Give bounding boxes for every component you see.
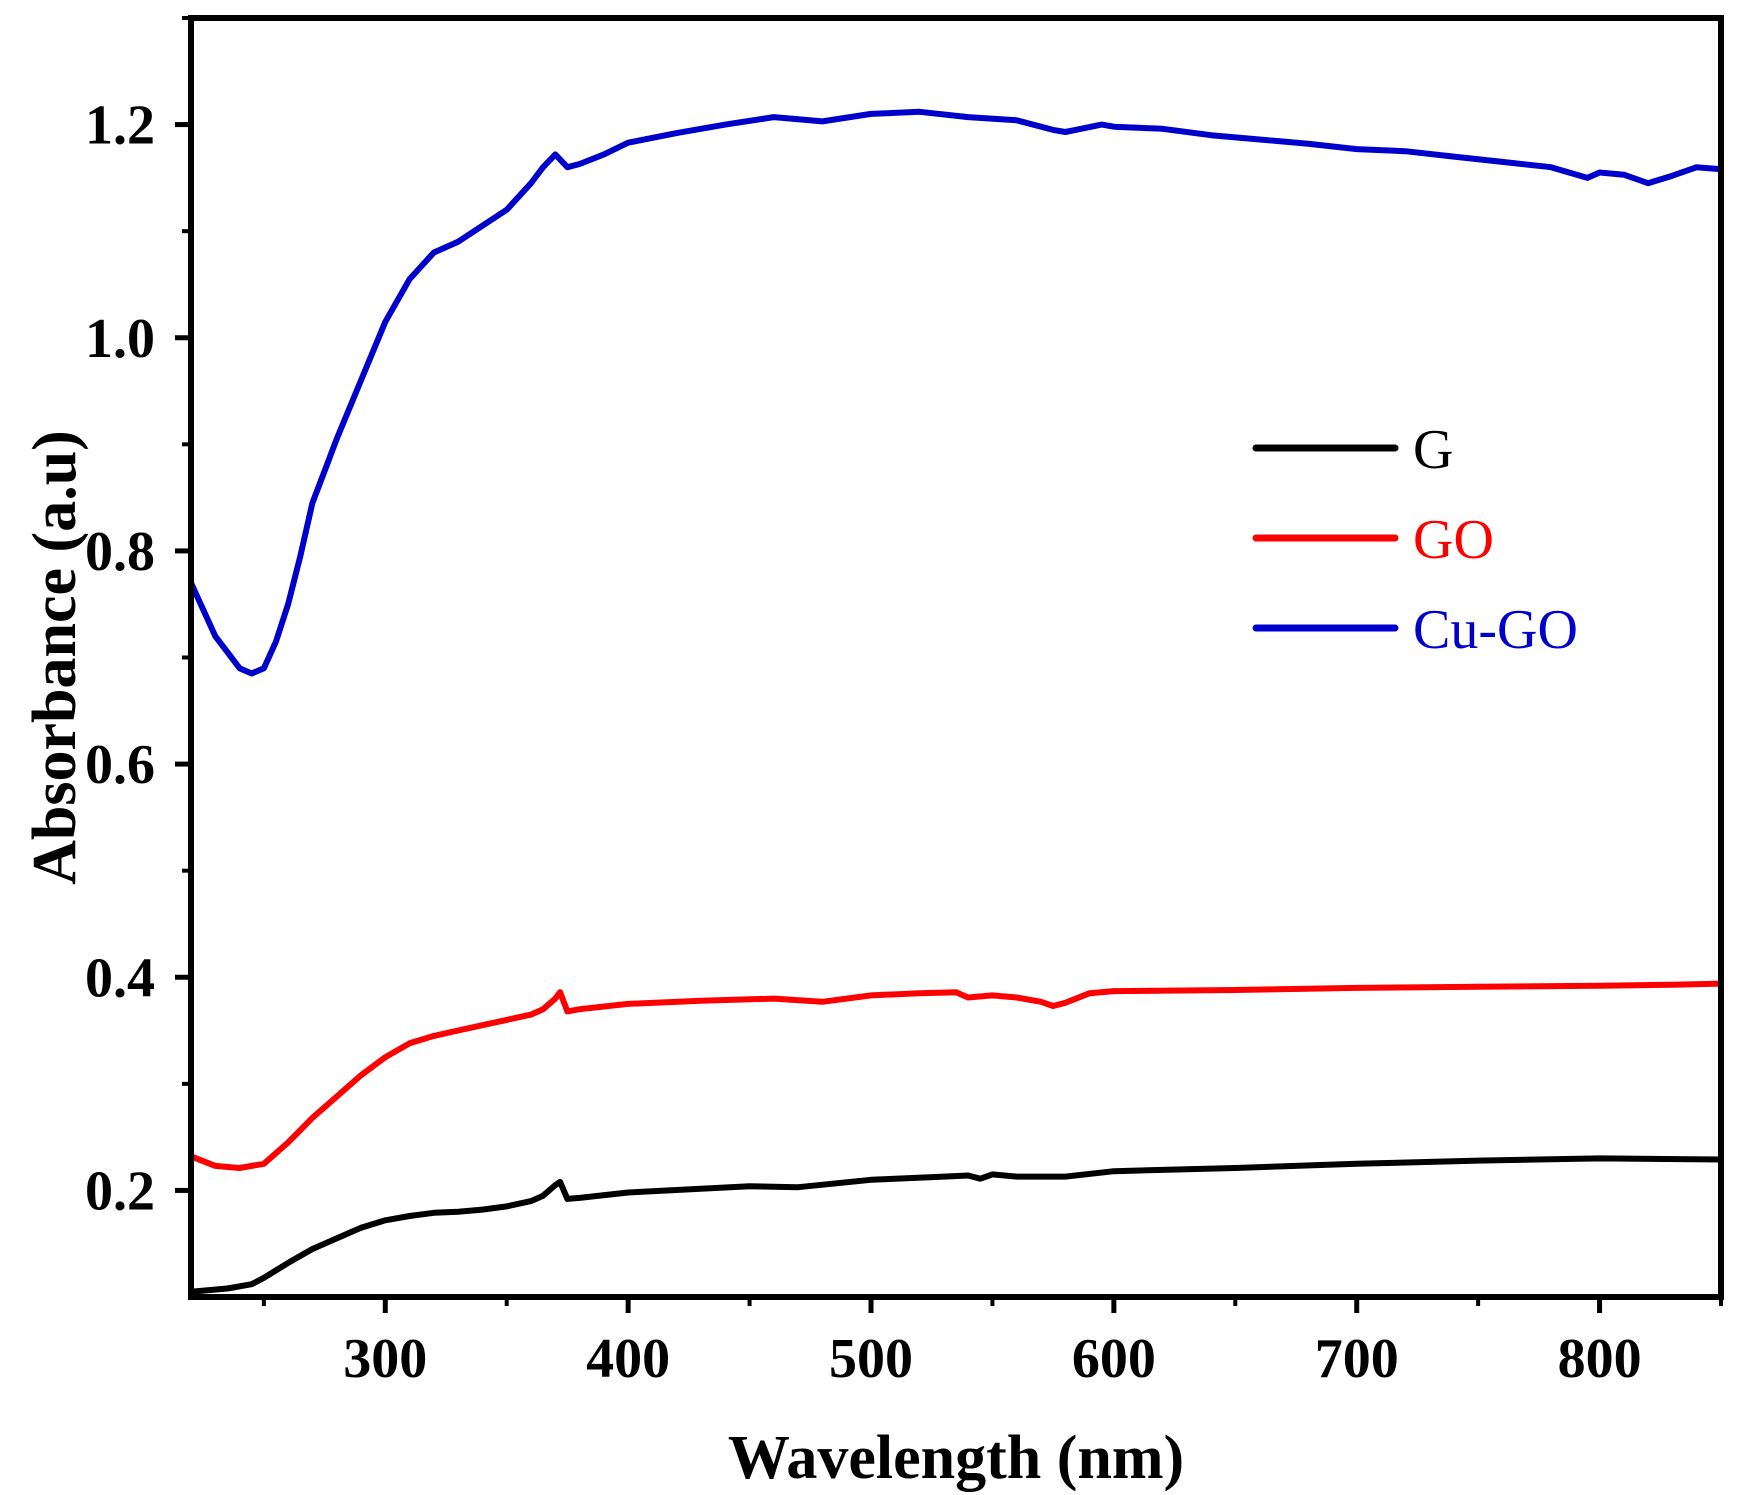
x-tick-label: 300 — [343, 1328, 427, 1390]
y-tick-label: 0.4 — [85, 947, 155, 1009]
x-tick-label: 700 — [1315, 1328, 1399, 1390]
series-line-g — [188, 1155, 1724, 1295]
x-tick-label: 500 — [829, 1328, 913, 1390]
y-tick-label: 0.8 — [85, 521, 155, 583]
legend: G GO Cu-GO — [1252, 419, 1578, 661]
series-layer — [188, 108, 1724, 1295]
series-line-go — [188, 980, 1724, 1171]
x-tick-label: 800 — [1558, 1328, 1642, 1390]
x-tick-label: 600 — [1072, 1328, 1156, 1390]
y-axis-title: Absorbance (a.u) — [21, 430, 89, 885]
legend-label-go: GO — [1413, 509, 1494, 571]
y-tick-label: 1.0 — [85, 308, 155, 370]
x-tick-label: 400 — [586, 1328, 670, 1390]
legend-label-g: G — [1413, 419, 1453, 481]
ticks-layer — [175, 16, 1723, 1313]
series-line-cu-go — [188, 108, 1724, 677]
tick-labels: 300 400 500 600 700 800 0.2 0.4 0.6 0.8 1.0 1.2 — [85, 95, 1642, 1390]
x-axis-title: Wavelength (nm) — [728, 1424, 1184, 1492]
y-tick-label: 0.2 — [85, 1160, 155, 1222]
legend-label-cu-go: Cu-GO — [1413, 599, 1578, 661]
y-tick-label: 1.2 — [85, 95, 155, 157]
y-tick-label: 0.6 — [85, 734, 155, 796]
